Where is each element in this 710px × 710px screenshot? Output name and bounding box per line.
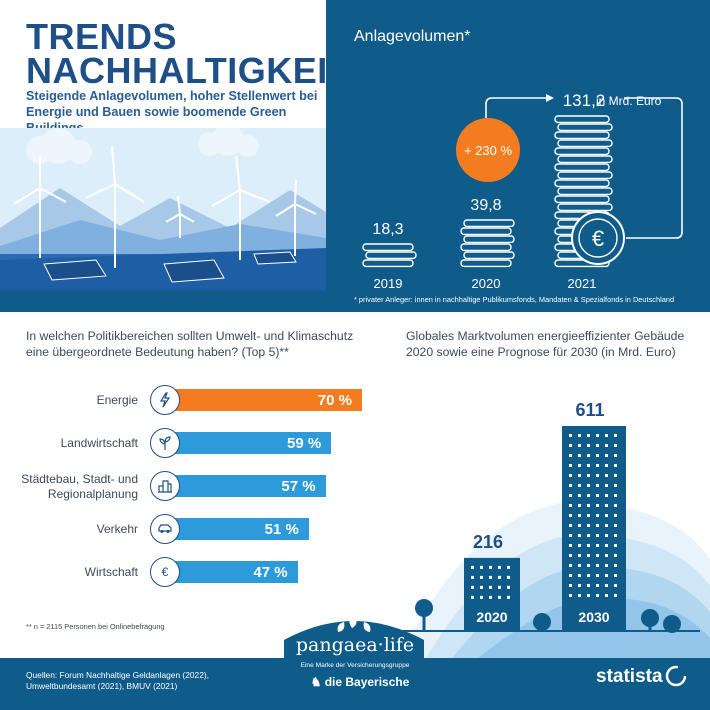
city-icon bbox=[150, 471, 180, 501]
politik-footnote: ** n = 2115 Personen bei Onlinebefragung bbox=[26, 622, 165, 631]
coin bbox=[554, 115, 610, 124]
value-label: 216 bbox=[473, 532, 503, 552]
value-label: 39,8 bbox=[470, 197, 501, 214]
ground-line bbox=[400, 630, 700, 632]
footer-bar bbox=[0, 658, 710, 710]
anlagevolumen-unit: in Mrd. Euro bbox=[596, 94, 662, 108]
pangaea-badge bbox=[284, 614, 424, 666]
tree-icons bbox=[415, 599, 681, 633]
title-line-1: TRENDS bbox=[26, 16, 178, 57]
car-icon bbox=[150, 514, 180, 544]
coin bbox=[365, 251, 417, 260]
gebaeude-title: Globales Marktvolumen energieeffizienter… bbox=[406, 329, 685, 359]
coin bbox=[557, 123, 613, 132]
euro-coin-icon: € bbox=[571, 211, 625, 265]
pangaea-logo: pangaea·life bbox=[295, 634, 415, 656]
gebaeude-chart: 216 2020 611 2030 bbox=[400, 400, 710, 658]
category-label: Verkehr bbox=[96, 522, 138, 536]
svg-text:€: € bbox=[162, 565, 169, 579]
coin-stack-2019 bbox=[362, 243, 417, 268]
statista-icon bbox=[665, 665, 687, 687]
title-line-2: NACHHALTIGKEIT bbox=[26, 50, 351, 91]
coin bbox=[463, 251, 515, 260]
politik-question: In welchen Politikbereichen sollten Umwe… bbox=[26, 329, 354, 359]
year-label: 2019 bbox=[374, 276, 403, 291]
coin bbox=[554, 147, 610, 156]
anlagevolumen-title: Anlagevolumen* bbox=[354, 28, 471, 45]
anlagevolumen-footnote: * privater Anleger: innen in nachhaltige… bbox=[354, 295, 675, 304]
value-label: 131,2 bbox=[563, 91, 606, 110]
category-label: Wirtschaft bbox=[84, 565, 138, 579]
anlagevolumen-chart: 18,3 2019 39,8 2020 131,2 2021 € bbox=[362, 91, 683, 291]
coin bbox=[557, 171, 613, 180]
coin bbox=[362, 259, 414, 268]
coin bbox=[554, 179, 610, 188]
coin bbox=[557, 139, 613, 148]
category-label: Landwirtschaft bbox=[60, 436, 138, 450]
bar: 59 % bbox=[166, 432, 332, 454]
building-2030 bbox=[562, 426, 626, 630]
lightning-icon bbox=[150, 385, 180, 415]
footnote-bar bbox=[0, 290, 710, 312]
coin bbox=[460, 259, 512, 268]
growth-badge: + 230 % bbox=[456, 118, 520, 182]
year-label: 2020 bbox=[472, 276, 501, 291]
plant-icon bbox=[150, 428, 180, 458]
coin bbox=[557, 187, 613, 196]
page-title: TRENDS NACHHALTIGKEIT bbox=[26, 16, 351, 91]
coin bbox=[554, 131, 610, 140]
bar bbox=[464, 557, 520, 630]
value-label: 57 % bbox=[281, 477, 316, 495]
category-label: Städtebau, Stadt- und Regionalplanung bbox=[21, 472, 138, 501]
coin bbox=[362, 243, 414, 252]
lion-icon: ♞ bbox=[310, 675, 322, 689]
value-label: 70 % bbox=[317, 391, 352, 409]
value-label: 51 % bbox=[264, 520, 299, 538]
landscape-illustration bbox=[0, 128, 326, 290]
bar: 70 % bbox=[166, 389, 362, 411]
value-label: 611 bbox=[575, 400, 604, 420]
coin bbox=[557, 155, 613, 164]
category-label: Energie bbox=[96, 393, 138, 407]
coin bbox=[460, 227, 512, 236]
bracket-line bbox=[624, 97, 683, 239]
coin bbox=[463, 235, 515, 244]
bar: 57 % bbox=[166, 475, 326, 497]
coin bbox=[554, 259, 610, 268]
value-label: 47 % bbox=[253, 563, 288, 581]
growth-arrow-line bbox=[485, 97, 546, 118]
year-label: 2030 bbox=[578, 609, 609, 625]
euro-icon: € bbox=[150, 557, 180, 587]
sources: Quellen: Forum Nachhaltige Geldanlagen (… bbox=[26, 670, 209, 691]
bar: 47 % bbox=[166, 561, 298, 583]
coin bbox=[554, 163, 610, 172]
value-label: 59 % bbox=[286, 434, 322, 452]
statista-logo: statista bbox=[596, 666, 663, 687]
bar: 51 % bbox=[166, 518, 309, 540]
bayerische-logo: ♞ die Bayerische bbox=[300, 675, 420, 689]
coin bbox=[557, 203, 613, 212]
year-label: 2020 bbox=[476, 609, 507, 625]
coin bbox=[460, 243, 512, 252]
coin bbox=[463, 219, 515, 228]
svg-text:€: € bbox=[592, 226, 604, 251]
coin-stack-2020 bbox=[460, 219, 515, 268]
coin bbox=[554, 195, 610, 204]
value-label: 18,3 bbox=[372, 221, 403, 238]
growth-arrow-head bbox=[546, 94, 554, 102]
politik-chart: Energie 70 % Landwirtschaft 59 % Städtebau, … bbox=[0, 380, 370, 600]
building-2020 bbox=[464, 557, 520, 630]
contour-background bbox=[400, 500, 710, 658]
brand-sub: Eine Marke der Versicherungsgruppe bbox=[300, 662, 410, 669]
year-label: 2021 bbox=[568, 276, 597, 291]
bayerische-label: die Bayerische bbox=[324, 675, 410, 689]
